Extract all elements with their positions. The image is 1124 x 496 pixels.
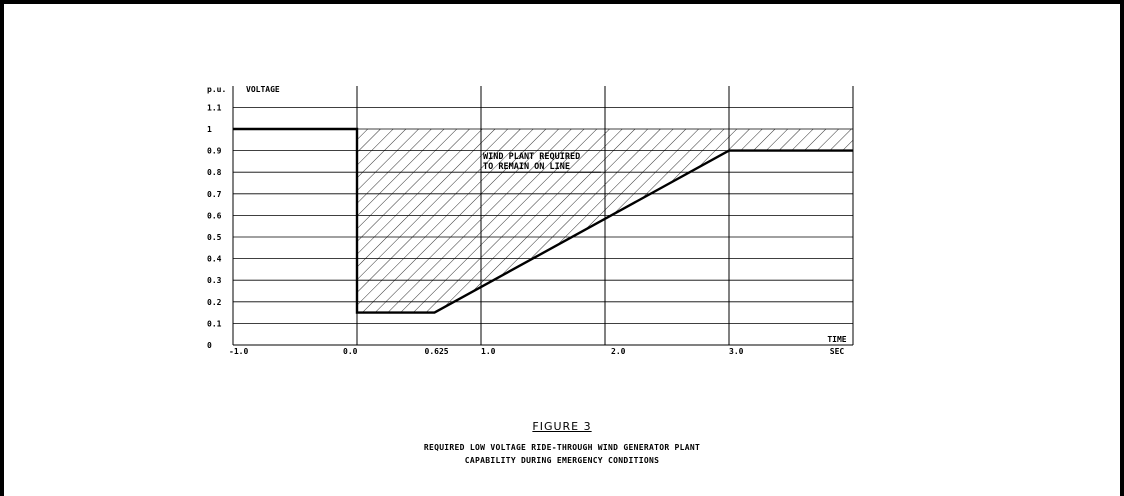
x-unit-label: SEC [830,347,845,356]
y-tick-label: 0.1 [207,319,222,328]
voltage-ride-through-chart: 0 0.1 0.2 0.3 0.4 0.5 0.6 0.7 0.8 0.9 1 1.1 p.u. VOLT… [207,85,854,356]
y-tick-label: 1.1 [207,103,222,112]
y-tick-label: 0.6 [207,211,222,220]
y-tick-label: 0.4 [207,255,222,264]
y-tick-label: 0.2 [207,298,222,307]
y-tick-label: 0.9 [207,147,222,156]
x-axis-label: TIME [827,335,846,344]
annotation-line-2: TO REMAIN ON LINE [483,162,570,172]
y-tick-label: 0.8 [207,168,222,177]
x-tick-label: 3.0 [729,347,744,356]
figure-title: FIGURE 3 [532,420,592,433]
y-axis-label: VOLTAGE [246,85,280,94]
x-tick-label: 0.625 [425,347,449,356]
y-tick-label: 0 [207,341,212,350]
figure-caption-line-2: CAPABILITY DURING EMERGENCY CONDITIONS [464,456,660,465]
y-tick-label: 0.5 [207,233,222,242]
x-tick-label: 2.0 [611,347,626,356]
voltage-curve [233,127,853,314]
x-tick-label: 0.0 [343,347,358,356]
x-tick-label: 1.0 [481,347,496,356]
y-unit-label: p.u. [207,85,226,94]
x-tick-label: -1.0 [229,347,248,356]
y-tick-label: 0.3 [207,276,222,285]
annotation-line-1: WIND PLANT REQUIRED [483,152,580,162]
y-tick-label: 1 [207,125,212,134]
y-tick-label: 0.7 [207,190,222,199]
figure-caption-line-1: REQUIRED LOW VOLTAGE RIDE-THROUGH WIND G… [423,443,701,452]
